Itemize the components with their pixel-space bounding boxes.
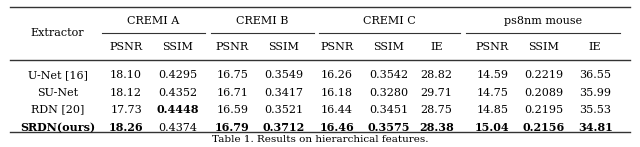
Text: 16.46: 16.46 bbox=[319, 122, 354, 133]
Text: U-Net [16]: U-Net [16] bbox=[28, 70, 88, 80]
Text: 16.44: 16.44 bbox=[321, 105, 353, 115]
Text: 14.85: 14.85 bbox=[476, 105, 508, 115]
Text: PSNR: PSNR bbox=[320, 42, 353, 52]
Text: 14.75: 14.75 bbox=[476, 88, 508, 98]
Text: 0.3549: 0.3549 bbox=[264, 70, 303, 80]
Text: SSIM: SSIM bbox=[529, 42, 559, 52]
Text: 28.82: 28.82 bbox=[420, 70, 452, 80]
Text: 0.3417: 0.3417 bbox=[264, 88, 303, 98]
Text: PSNR: PSNR bbox=[216, 42, 249, 52]
Text: 0.3451: 0.3451 bbox=[369, 105, 408, 115]
Text: 0.2219: 0.2219 bbox=[524, 70, 564, 80]
Text: Table 1. Results on hierarchical features.: Table 1. Results on hierarchical feature… bbox=[212, 135, 428, 144]
Text: SRDN(ours): SRDN(ours) bbox=[20, 122, 95, 133]
Text: 0.3542: 0.3542 bbox=[369, 70, 408, 80]
Text: 0.3712: 0.3712 bbox=[262, 122, 305, 133]
Text: 15.04: 15.04 bbox=[475, 122, 509, 133]
Text: 0.3521: 0.3521 bbox=[264, 105, 303, 115]
Text: 16.59: 16.59 bbox=[216, 105, 248, 115]
Text: 0.4448: 0.4448 bbox=[157, 104, 199, 115]
Text: 29.71: 29.71 bbox=[420, 88, 452, 98]
Text: 14.59: 14.59 bbox=[476, 70, 508, 80]
Text: 0.2156: 0.2156 bbox=[523, 122, 565, 133]
Text: PSNR: PSNR bbox=[109, 42, 143, 52]
Text: 34.81: 34.81 bbox=[578, 122, 612, 133]
Text: IE: IE bbox=[430, 42, 443, 52]
Text: CREMI A: CREMI A bbox=[127, 16, 180, 26]
Text: ps8nm mouse: ps8nm mouse bbox=[504, 16, 582, 26]
Text: CREMI B: CREMI B bbox=[236, 16, 289, 26]
Text: 0.4295: 0.4295 bbox=[158, 70, 198, 80]
Text: SU-Net: SU-Net bbox=[37, 88, 78, 98]
Text: SSIM: SSIM bbox=[268, 42, 299, 52]
Text: 17.73: 17.73 bbox=[110, 105, 142, 115]
Text: 0.2089: 0.2089 bbox=[524, 88, 564, 98]
Text: IE: IE bbox=[589, 42, 602, 52]
Text: 36.55: 36.55 bbox=[579, 70, 611, 80]
Text: RDN [20]: RDN [20] bbox=[31, 105, 84, 115]
Text: 18.26: 18.26 bbox=[109, 122, 143, 133]
Text: 16.75: 16.75 bbox=[216, 70, 248, 80]
Text: 0.2195: 0.2195 bbox=[524, 105, 564, 115]
Text: 16.18: 16.18 bbox=[321, 88, 353, 98]
Text: 0.3575: 0.3575 bbox=[367, 122, 410, 133]
Text: 0.4374: 0.4374 bbox=[159, 123, 197, 133]
Text: 16.79: 16.79 bbox=[215, 122, 250, 133]
Text: 28.75: 28.75 bbox=[420, 105, 452, 115]
Text: SSIM: SSIM bbox=[373, 42, 404, 52]
Text: 0.3280: 0.3280 bbox=[369, 88, 408, 98]
Text: 28.38: 28.38 bbox=[419, 122, 454, 133]
Text: 18.10: 18.10 bbox=[110, 70, 142, 80]
Text: 35.99: 35.99 bbox=[579, 88, 611, 98]
Text: 16.71: 16.71 bbox=[216, 88, 248, 98]
Text: CREMI C: CREMI C bbox=[363, 16, 415, 26]
Text: 0.4352: 0.4352 bbox=[158, 88, 198, 98]
Text: PSNR: PSNR bbox=[476, 42, 509, 52]
Text: SSIM: SSIM bbox=[163, 42, 193, 52]
Text: 18.12: 18.12 bbox=[110, 88, 142, 98]
Text: 16.26: 16.26 bbox=[321, 70, 353, 80]
Text: Extractor: Extractor bbox=[31, 28, 84, 38]
Text: 35.53: 35.53 bbox=[579, 105, 611, 115]
